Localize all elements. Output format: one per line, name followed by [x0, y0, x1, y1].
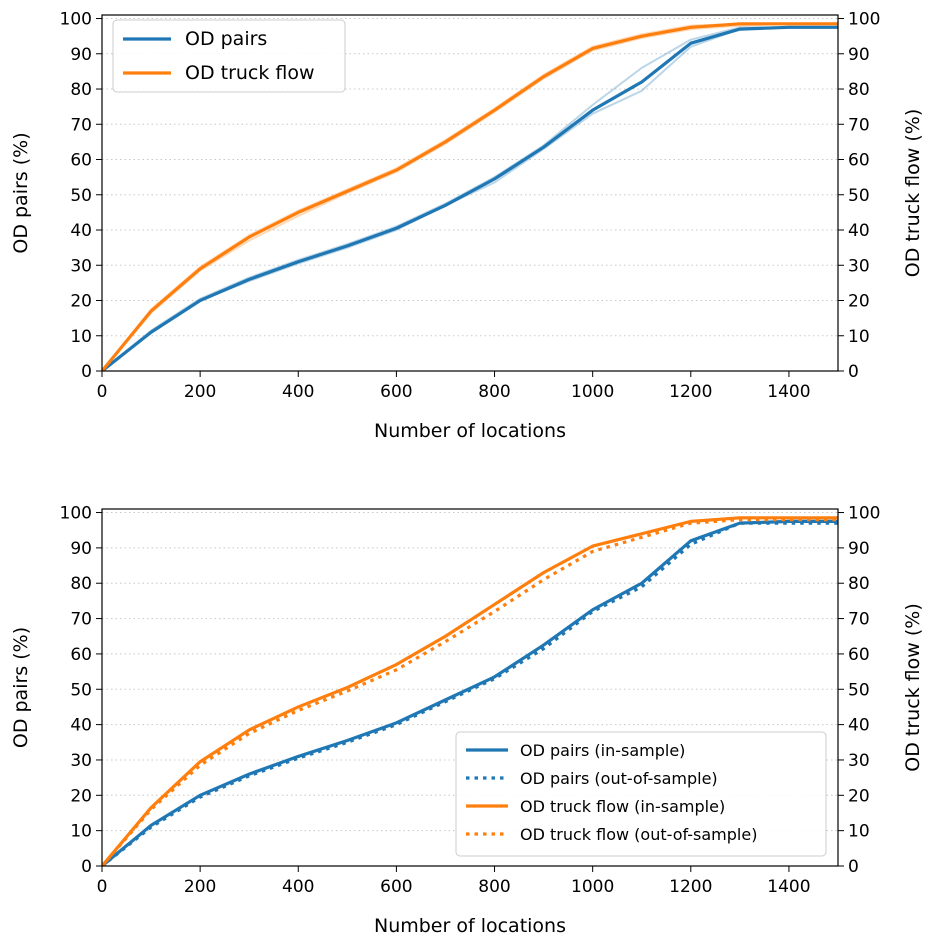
y2-tick-label: 10 [848, 822, 870, 842]
y-tick-label: 100 [60, 10, 92, 30]
legend: OD pairs (in-sample) OD pairs (out-of-sam… [455, 731, 827, 857]
y2-tick-label: 100 [848, 10, 880, 30]
legend-box [455, 731, 827, 857]
y2-tick-label: 40 [848, 716, 870, 736]
x-axis-title: Number of locations [374, 915, 566, 933]
y-tick-label: 70 [70, 610, 92, 630]
axes-frame [101, 508, 839, 867]
y-tick-label: 80 [70, 80, 92, 100]
x-tick-label: 400 [282, 877, 314, 897]
y-tick-label: 40 [70, 221, 92, 241]
x-axis: 0 200 400 600 800 1000 1200 1400 [97, 371, 811, 402]
y-tick-label: 20 [70, 786, 92, 806]
legend-label: OD truck flow (out-of-sample) [520, 825, 757, 844]
axes-frame [101, 14, 839, 372]
series-line-4 [102, 518, 838, 866]
series-line-2 [102, 521, 838, 866]
x-tick-label: 1400 [767, 382, 810, 402]
y2-tick-label: 90 [848, 539, 870, 559]
y-tick-label: 50 [70, 680, 92, 700]
x-tick-label: 1200 [669, 382, 712, 402]
x-tick-label: 600 [380, 877, 412, 897]
y-tick-label: 30 [70, 256, 92, 276]
y-tick-label: 40 [70, 716, 92, 736]
plot-area [102, 516, 838, 866]
y-tick-label: 70 [70, 115, 92, 135]
x-tick-label: 0 [97, 382, 108, 402]
legend-label: OD pairs [185, 28, 267, 50]
y2-tick-label: 20 [848, 292, 870, 312]
y2-tick-label: 0 [848, 857, 859, 877]
x-tick-label: 200 [184, 382, 216, 402]
y-tick-label: 60 [70, 151, 92, 171]
x-axis: 0 200 400 600 800 1000 1200 1400 [97, 866, 811, 897]
x-tick-label: 1000 [571, 382, 614, 402]
y2-tick-label: 70 [848, 115, 870, 135]
y2-tick-label: 60 [848, 645, 870, 665]
y-axis: 0 0 10 10 20 20 30 30 40 40 50 50 60 60 70 70 80 80 90 90 10… [60, 10, 881, 382]
y2-tick-label: 90 [848, 45, 870, 65]
series-line-1 [102, 519, 838, 866]
x-tick-label: 400 [282, 382, 314, 402]
y-tick-label: 0 [81, 362, 92, 382]
y-tick-label: 30 [70, 751, 92, 771]
x-tick-label: 0 [97, 877, 108, 897]
y2-tick-label: 60 [848, 151, 870, 171]
x-tick-label: 800 [478, 382, 510, 402]
series-line-1 [102, 25, 838, 371]
y2-tick-label: 30 [848, 256, 870, 276]
y2-tick-label: 100 [848, 504, 880, 524]
y2-axis-title: OD truck flow (%) [902, 109, 924, 277]
y2-tick-label: 30 [848, 751, 870, 771]
x-axis-title: Number of locations [374, 420, 566, 442]
x-tick-label: 200 [184, 877, 216, 897]
y-tick-label: 80 [70, 574, 92, 594]
legend-label: OD truck flow (in-sample) [520, 797, 725, 816]
series-line-3 [102, 516, 838, 866]
plot-area [102, 22, 838, 371]
y-axis-title: OD pairs (%) [10, 132, 32, 253]
y-axis-title: OD pairs (%) [10, 627, 32, 748]
legend-label: OD pairs (out-of-sample) [520, 769, 718, 788]
y-tick-label: 50 [70, 186, 92, 206]
legend-label: OD pairs (in-sample) [520, 741, 685, 760]
y-tick-label: 10 [70, 327, 92, 347]
y2-tick-label: 50 [848, 680, 870, 700]
y2-tick-label: 10 [848, 327, 870, 347]
y-axis: 0 0 10 10 20 20 30 30 40 40 50 50 60 60 70 70 80 80 90 90 10… [60, 504, 881, 877]
y2-tick-label: 80 [848, 80, 870, 100]
y2-tick-label: 40 [848, 221, 870, 241]
y-tick-label: 90 [70, 539, 92, 559]
x-tick-label: 1200 [669, 877, 712, 897]
legend: OD pairs OD truck flow [112, 19, 346, 93]
y-tick-label: 90 [70, 45, 92, 65]
y2-tick-label: 50 [848, 186, 870, 206]
x-tick-label: 600 [380, 382, 412, 402]
y2-tick-label: 0 [848, 362, 859, 382]
y-tick-label: 0 [81, 857, 92, 877]
x-tick-label: 1400 [767, 877, 810, 897]
y-tick-label: 60 [70, 645, 92, 665]
y-tick-label: 10 [70, 822, 92, 842]
y2-tick-label: 70 [848, 610, 870, 630]
y2-axis-title: OD truck flow (%) [902, 603, 924, 771]
series-line-2 [102, 22, 838, 371]
x-tick-label: 800 [478, 877, 510, 897]
y2-tick-label: 80 [848, 574, 870, 594]
y2-tick-label: 20 [848, 786, 870, 806]
legend-label: OD truck flow [185, 62, 315, 84]
x-tick-label: 1000 [571, 877, 614, 897]
y-tick-label: 100 [60, 504, 92, 524]
y-tick-label: 20 [70, 292, 92, 312]
